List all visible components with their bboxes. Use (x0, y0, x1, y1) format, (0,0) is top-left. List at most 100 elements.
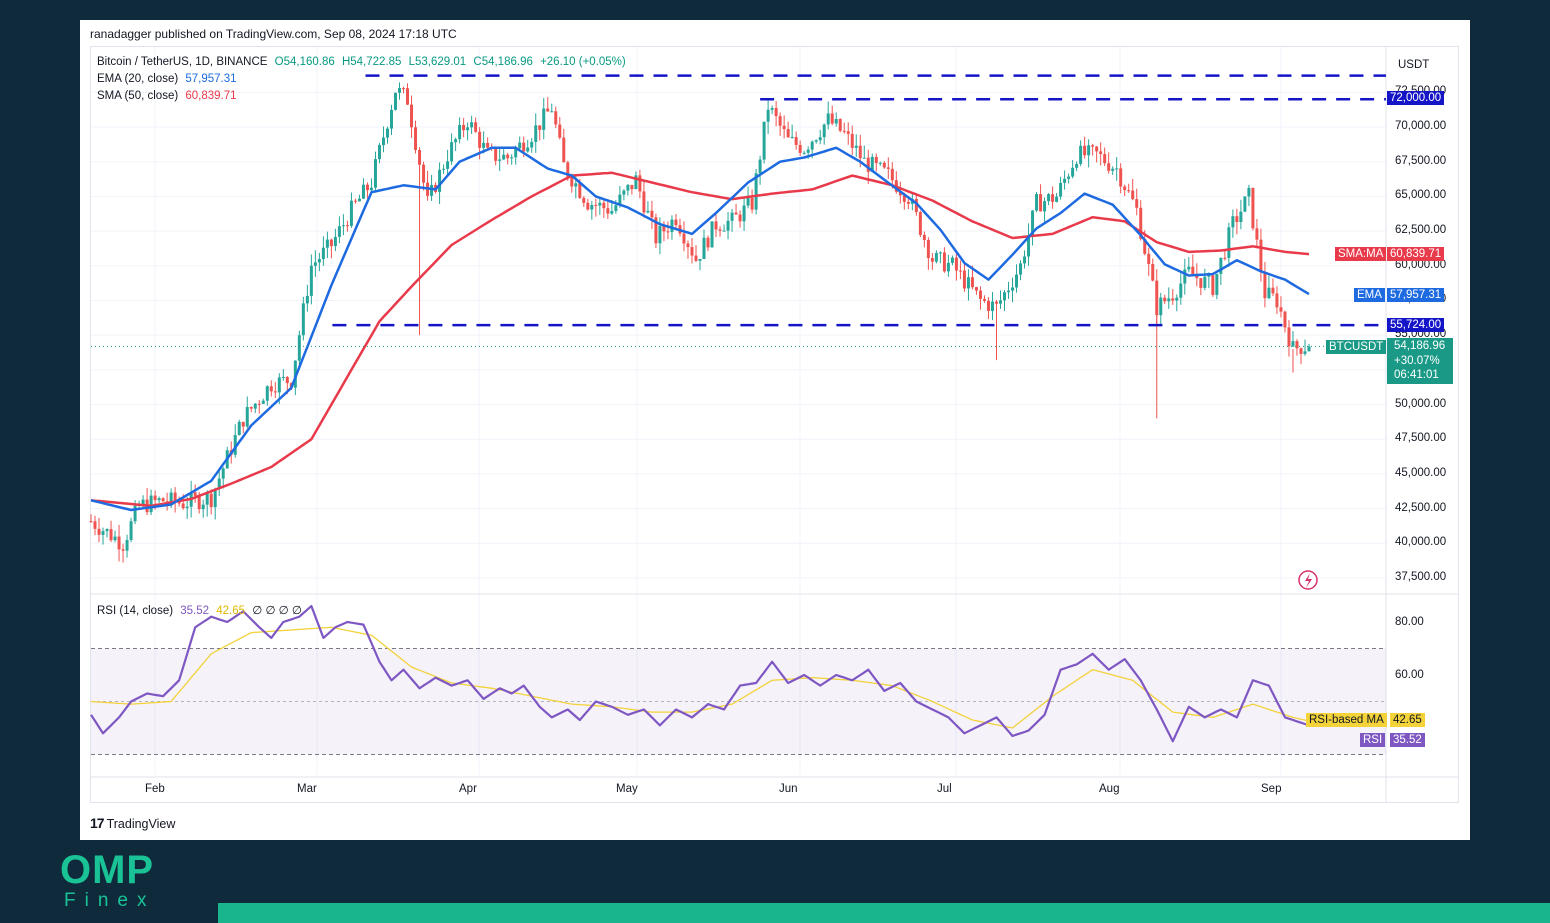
candle-body (774, 108, 778, 117)
candle-body (690, 247, 694, 256)
candle-body (133, 505, 137, 522)
candle-body (1195, 274, 1199, 279)
price-tick-label: 40,000.00 (1395, 536, 1447, 549)
candle-body (622, 190, 626, 195)
candle-body (606, 208, 610, 214)
candle-body (642, 191, 646, 213)
candle-body (1259, 239, 1263, 273)
candle-body (389, 109, 393, 129)
candle-body (1091, 145, 1095, 147)
candle-body (1139, 207, 1143, 239)
tradingview-logo[interactable]: 17 TradingView (90, 815, 175, 831)
legend-symbol: Bitcoin / TetherUS, 1D, BINANCE (97, 56, 268, 68)
candle-body (638, 175, 642, 192)
candle-body (305, 295, 309, 304)
candle-body (494, 147, 498, 161)
candle-body (109, 529, 113, 541)
candle-body (566, 162, 570, 177)
candle-body (414, 127, 418, 151)
candle-body (778, 116, 782, 126)
candle-body (309, 265, 313, 296)
candle-body (1171, 298, 1175, 301)
price-tick-label: 47,500.00 (1395, 432, 1447, 445)
legend-row-ema: EMA (20, close) 57,957.31 (97, 73, 237, 85)
ema20-line (90, 146, 1310, 512)
candle-body (750, 197, 754, 210)
candle-body (1211, 275, 1215, 295)
candle-body (758, 159, 762, 174)
candle-body (1247, 187, 1251, 197)
candle-body (253, 403, 257, 409)
time-label-sep: Sep (1261, 783, 1282, 795)
candle-body (181, 503, 185, 509)
candle-body (1299, 348, 1303, 354)
candle-body (337, 226, 341, 237)
candle-body (646, 210, 650, 213)
candle-body (766, 109, 770, 122)
candle-body (241, 421, 245, 427)
price-tick-label: 70,000.00 (1395, 120, 1447, 132)
time-label-jun: Jun (779, 783, 798, 795)
candle-body (710, 221, 714, 248)
brand-logo-sub: Finex (64, 890, 156, 911)
candle-body (862, 157, 866, 159)
candle-body (177, 502, 181, 504)
candle-body (718, 229, 722, 231)
candle-body (962, 270, 966, 289)
candle-body (1059, 182, 1063, 197)
candle-body (217, 478, 221, 489)
candle-body (297, 335, 301, 361)
candle-body (814, 140, 818, 142)
candle-body (1123, 186, 1127, 191)
candle-body (277, 377, 281, 393)
candle-body (1119, 168, 1123, 187)
rsi-ma-value-tag: 42.65 (1390, 713, 1425, 727)
candle-body (994, 301, 998, 304)
candle-body (798, 144, 802, 153)
rsi-tick-80: 80.00 (1395, 616, 1424, 628)
legend-sma-value: 60,839.71 (185, 90, 237, 102)
candle-body (201, 504, 205, 510)
candle-body (922, 234, 926, 240)
candle-body (1191, 266, 1195, 275)
candle-body (562, 137, 566, 163)
candle-body (430, 184, 434, 196)
candle-body (265, 386, 269, 401)
candle-body (522, 142, 526, 152)
candle-body (670, 219, 674, 232)
candle-body (193, 492, 197, 496)
candle-body (890, 168, 894, 181)
candle-body (369, 187, 373, 191)
candle-body (273, 391, 277, 393)
candle-body (245, 407, 249, 427)
candle-body (754, 173, 758, 210)
candle-body (598, 202, 602, 206)
candle-body (394, 92, 397, 110)
legend-row-symbol: Bitcoin / TetherUS, 1D, BINANCE O54,160.… (97, 56, 626, 68)
candle-body (866, 157, 870, 172)
candle-body (726, 220, 730, 231)
price-tick-label: 65,000.00 (1395, 189, 1447, 202)
candle-body (742, 205, 746, 222)
candle-body (734, 212, 738, 215)
candle-body (1015, 274, 1019, 288)
candle-body (418, 150, 422, 165)
candle-body (914, 198, 918, 213)
candle-body (658, 225, 662, 244)
candle-body (153, 495, 157, 501)
candle-body (361, 184, 365, 199)
candle-body (582, 197, 586, 203)
candle-body (381, 137, 385, 146)
candle-body (706, 237, 710, 248)
candle-body (590, 205, 594, 210)
candle-body (786, 129, 790, 138)
candle-body (1147, 253, 1151, 264)
candle-body (502, 154, 506, 160)
time-label-aug: Aug (1099, 783, 1120, 795)
candle-body (846, 131, 850, 134)
candle-body (782, 125, 786, 130)
candle-body (1175, 297, 1179, 301)
candle-body (1183, 269, 1187, 284)
candle-body (506, 154, 510, 159)
candle-body (686, 243, 690, 248)
